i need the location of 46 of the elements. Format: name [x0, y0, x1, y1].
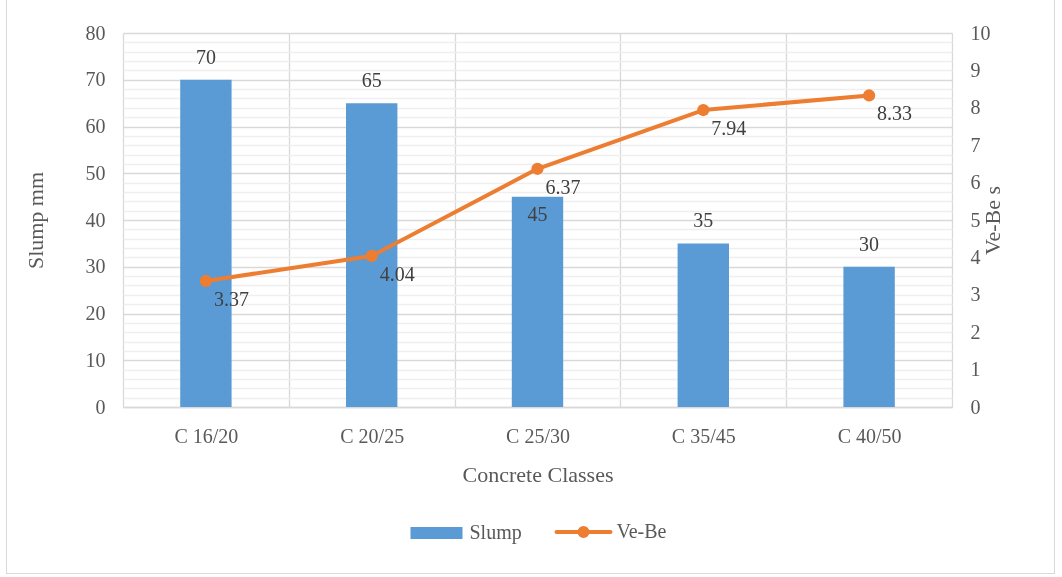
bar: [677, 243, 729, 407]
y-tick-label: 20: [85, 302, 106, 324]
legend-label: Ve-Be: [616, 520, 667, 542]
data-label: 30: [859, 232, 880, 255]
bar: [843, 266, 895, 407]
y2-tick-label: 2: [970, 320, 981, 343]
x-tick-label: C 35/45: [671, 424, 736, 447]
legend-label: Slump: [469, 521, 522, 544]
y-tick-label: 60: [85, 115, 106, 137]
data-label: 7.94: [711, 117, 747, 140]
point: [697, 103, 710, 117]
data-label: 65: [361, 69, 382, 92]
y2-tick-label: 6: [970, 171, 981, 194]
bar: [511, 196, 564, 407]
y2-tick-label: 0: [970, 395, 981, 418]
y-tick-label: 0: [95, 395, 106, 418]
point: [199, 274, 213, 288]
y-axis-title: Slump mm: [22, 171, 48, 270]
y-tick-label: 40: [85, 208, 106, 231]
data-label: 8.33: [877, 102, 913, 125]
x-axis-title: Concrete Classes: [462, 461, 614, 487]
y2-tick-label: 4: [970, 245, 981, 268]
y2-tick-label: 5: [970, 208, 981, 231]
y2-tick-label: 10: [970, 21, 991, 44]
y2-tick-label: 7: [970, 133, 981, 156]
x-tick-label: C 20/25: [340, 424, 405, 447]
y2-tick-label: 9: [970, 58, 981, 81]
data-label: 6.37: [545, 175, 581, 198]
x-tick-label: C 40/50: [837, 424, 902, 447]
y2-tick-label: 1: [970, 358, 981, 381]
point: [365, 249, 378, 263]
y-tick-label: 80: [85, 21, 106, 44]
x-tick-label: C 16/20: [174, 424, 239, 447]
y-tick-label: 50: [85, 161, 106, 184]
data-label: 70: [195, 45, 216, 68]
y2-tick-label: 3: [970, 283, 981, 306]
y2-axis-title: Ve-Be s: [979, 185, 1005, 256]
y-tick-label: 70: [85, 68, 106, 91]
point: [862, 89, 876, 102]
point: [531, 162, 544, 175]
data-label: 45: [527, 202, 548, 225]
x-tick-label: C 25/30: [506, 424, 570, 447]
data-label: 35: [693, 209, 714, 232]
y-tick-label: 10: [85, 348, 106, 371]
y-tick-label: 30: [85, 255, 106, 278]
y2-tick-label: 8: [970, 96, 981, 119]
